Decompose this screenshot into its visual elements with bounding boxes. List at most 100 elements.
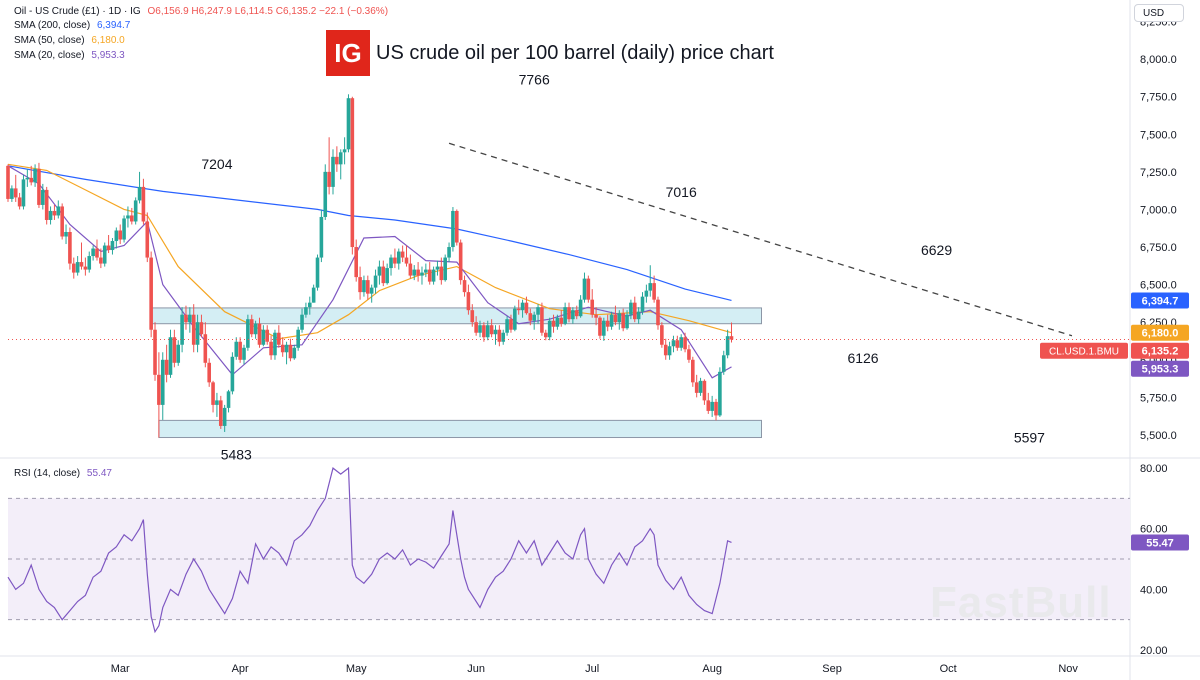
- price-tick-label: 7,500.0: [1140, 129, 1177, 141]
- candle-body: [249, 319, 254, 335]
- candle-body: [91, 248, 95, 257]
- candle-body: [644, 290, 649, 297]
- price-tick-label: 6,750.0: [1140, 242, 1177, 254]
- candle-body: [292, 347, 297, 359]
- candle-body: [79, 262, 84, 267]
- candle-body: [191, 314, 196, 345]
- candle-body: [667, 346, 672, 356]
- candle-body: [447, 247, 451, 258]
- candle-body: [660, 325, 664, 345]
- currency-button[interactable]: USD: [1134, 4, 1184, 22]
- symbol-line: Oil - US Crude (£1) · 1D · IG: [14, 6, 141, 17]
- candle-body: [621, 313, 625, 329]
- candle-body: [656, 299, 660, 326]
- candle-body: [10, 188, 14, 199]
- legend-rsi: RSI (14, close) 55.47: [14, 468, 112, 479]
- candle-body: [215, 400, 219, 405]
- candle-body: [435, 266, 440, 270]
- candle-body: [172, 337, 177, 363]
- price-axis-tag: [1131, 324, 1189, 341]
- price-tick-label: 7,250.0: [1140, 167, 1177, 179]
- candle-body: [102, 245, 107, 264]
- candle-body: [679, 337, 683, 348]
- candle-body: [393, 257, 397, 264]
- candle-body: [60, 206, 64, 237]
- candle-body: [126, 215, 130, 219]
- chart-title: US crude oil per 100 barrel (daily) pric…: [376, 41, 774, 64]
- price-tick-label: 7,750.0: [1140, 92, 1177, 104]
- candle-body: [41, 189, 45, 205]
- candle-body: [555, 317, 560, 327]
- candle-body: [56, 206, 61, 216]
- candle-body: [106, 245, 111, 251]
- legend-symbol: Oil - US Crude (£1) · 1D · IG O6,156.9 H…: [14, 6, 388, 17]
- candle-body: [532, 314, 536, 321]
- month-label: Apr: [232, 663, 249, 675]
- candle-body: [366, 280, 370, 294]
- candle-body: [725, 336, 730, 356]
- candle-body: [257, 323, 262, 345]
- candle-body: [671, 340, 676, 347]
- candle-body: [582, 278, 587, 300]
- candle-body: [265, 329, 270, 342]
- candle-body: [358, 277, 362, 293]
- price-tick-label: 5,500.0: [1140, 430, 1177, 442]
- candle-body: [609, 314, 614, 327]
- candle-body: [207, 362, 211, 383]
- candle-body: [95, 248, 99, 258]
- candle-body: [48, 210, 53, 220]
- candle-body: [381, 266, 386, 284]
- candle-body: [327, 171, 331, 187]
- candle-body: [482, 325, 486, 338]
- candle-body: [296, 329, 300, 348]
- candle-body: [246, 319, 250, 348]
- candle-body: [130, 215, 134, 222]
- month-label: Aug: [702, 663, 722, 675]
- candle-body: [675, 340, 680, 348]
- candle-body: [389, 257, 393, 269]
- candle-body: [485, 325, 490, 338]
- sma50-label: SMA (50, close): [14, 35, 85, 46]
- candle-body: [230, 356, 235, 392]
- candle-body: [13, 188, 18, 198]
- candle-body: [408, 263, 413, 276]
- candle-body: [385, 268, 389, 284]
- price-annotation: 6629: [921, 242, 952, 258]
- candle-body: [25, 177, 30, 180]
- candle-body: [505, 319, 509, 333]
- sma20-line: [7, 165, 732, 379]
- legend-sma50: SMA (50, close) 6,180.0: [14, 35, 125, 46]
- candle-body: [373, 275, 378, 288]
- candle-body: [304, 307, 308, 315]
- candle-body: [137, 186, 142, 201]
- price-annotation: 7016: [666, 184, 697, 200]
- candle-body: [269, 341, 273, 356]
- price-annotation: 7204: [201, 156, 232, 172]
- chart-title-block: IG US crude oil per 100 barrel (daily) p…: [326, 30, 774, 76]
- candle-body: [718, 371, 722, 416]
- candle-body: [543, 332, 548, 338]
- candle-body: [516, 308, 521, 311]
- sma200-line: [7, 165, 732, 301]
- price-tick-label: 6,500.0: [1140, 280, 1177, 292]
- candle-body: [513, 308, 517, 330]
- candle-body: [648, 283, 653, 291]
- candle-body: [466, 292, 471, 311]
- candle-body: [404, 257, 409, 264]
- candle-body: [222, 407, 227, 426]
- candle-body: [315, 257, 320, 288]
- sma200-value: 6,394.7: [96, 20, 131, 31]
- candle-body: [83, 266, 88, 270]
- candle-body: [195, 322, 200, 345]
- candle-body: [470, 310, 475, 323]
- rsi-axis-tag: [1131, 534, 1189, 551]
- candle-body: [362, 280, 366, 293]
- price-axis-tag-label: 6,394.7: [1142, 295, 1179, 307]
- candle-body: [501, 332, 506, 342]
- candle-body: [335, 156, 339, 165]
- candle-body: [416, 269, 420, 276]
- candle-body: [311, 287, 316, 303]
- candle-body: [520, 302, 525, 311]
- candle-body: [420, 272, 424, 276]
